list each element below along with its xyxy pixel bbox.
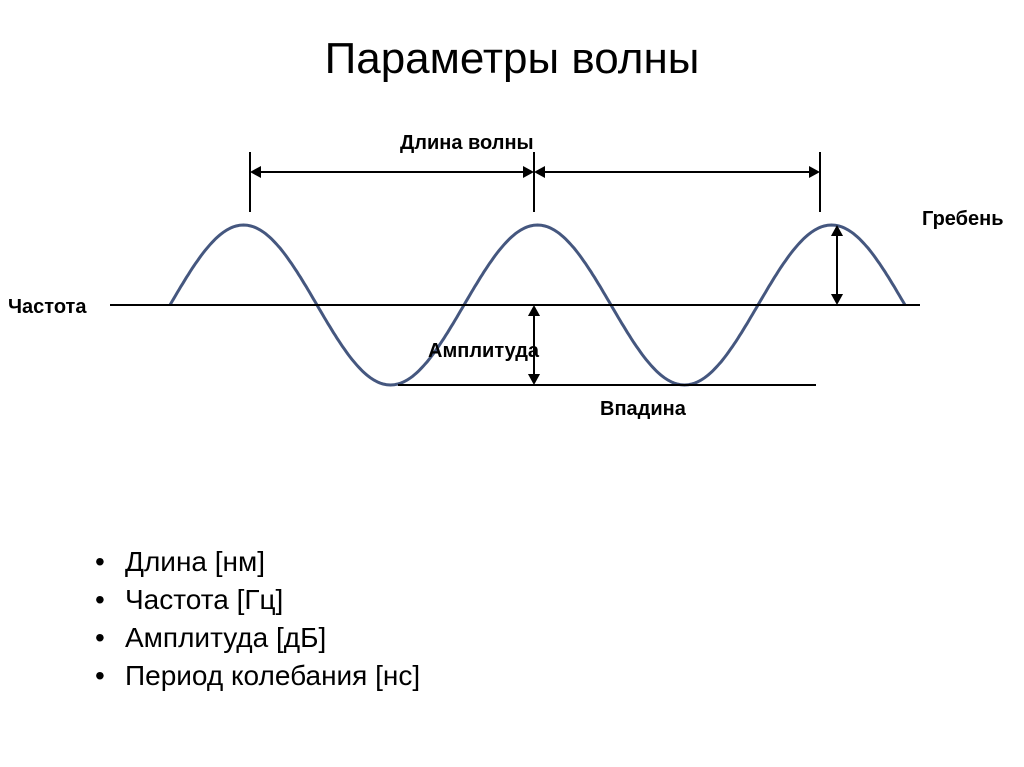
page-title: Параметры волны (0, 34, 1024, 84)
page: { "title": { "text": "Параметры волны", … (0, 0, 1024, 767)
label-crest: Гребень (922, 208, 1004, 231)
label-frequency: Частота (8, 296, 86, 319)
list-item: Длина [нм] (95, 546, 420, 578)
wave-svg (110, 140, 920, 470)
wave-diagram: Длина волны Частота Амплитуда Гребень Вп… (110, 140, 920, 470)
parameter-list: Длина [нм] Частота [Гц] Амплитуда [дБ] П… (95, 546, 420, 698)
list-item: Частота [Гц] (95, 584, 420, 616)
label-wavelength: Длина волны (400, 132, 534, 155)
label-trough: Впадина (600, 398, 686, 421)
label-amplitude: Амплитуда (428, 340, 539, 363)
list-item: Амплитуда [дБ] (95, 622, 420, 654)
list-item: Период колебания [нс] (95, 660, 420, 692)
